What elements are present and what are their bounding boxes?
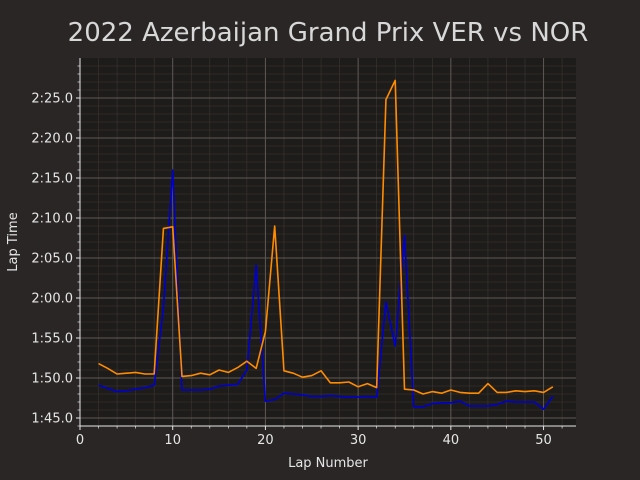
x-tick-label: 10: [164, 433, 181, 448]
x-tick-label: 40: [443, 433, 460, 448]
y-tick-label: 2:20.0: [31, 132, 73, 147]
series-line-2: [98, 79, 554, 395]
x-axis-label: Lap Number: [288, 456, 368, 471]
y-tick-label: 1:45.0: [31, 412, 73, 427]
y-tick-label: 2:10.0: [31, 212, 73, 227]
y-axis-label: Lap Time: [6, 212, 21, 271]
axes: 0 10 20 30 40 50 1:45.0 1:50.0 1:55.0 2:00.0 2:05.…: [31, 58, 576, 448]
y-tick-label: 1:50.0: [31, 372, 73, 387]
y-tick-label: 2:00.0: [31, 292, 73, 307]
series-line-1: [98, 169, 554, 411]
y-tick-label: 1:55.0: [31, 332, 73, 347]
x-tick-label: 0: [76, 433, 84, 448]
y-tick-label: 2:25.0: [31, 92, 73, 107]
chart-title: 2022 Azerbaijan Grand Prix VER vs NOR: [68, 18, 589, 48]
x-tick-label: 50: [535, 433, 552, 448]
y-tick-label: 2:15.0: [31, 172, 73, 187]
series-layer: [98, 79, 554, 411]
x-tick-label: 30: [350, 433, 367, 448]
x-tick-label: 20: [257, 433, 274, 448]
y-tick-label: 2:05.0: [31, 252, 73, 267]
